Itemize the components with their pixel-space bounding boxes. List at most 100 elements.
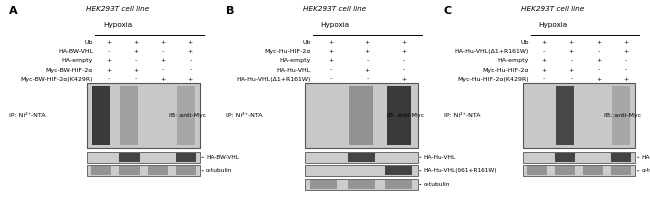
Text: -: - bbox=[625, 58, 627, 64]
Text: -: - bbox=[366, 77, 369, 82]
Text: +: + bbox=[596, 77, 601, 82]
Text: HA-Hu-VHL(Δ1+R161W): HA-Hu-VHL(Δ1+R161W) bbox=[454, 49, 528, 54]
Text: Ub: Ub bbox=[84, 40, 93, 45]
Text: -: - bbox=[597, 49, 600, 54]
Text: -: - bbox=[189, 68, 192, 73]
Text: +: + bbox=[328, 40, 333, 45]
Text: Myc-Hu-HIF-2α: Myc-Hu-HIF-2α bbox=[482, 68, 528, 73]
Text: +: + bbox=[188, 49, 193, 54]
Text: +: + bbox=[623, 40, 629, 45]
Text: -: - bbox=[570, 77, 573, 82]
Text: +: + bbox=[623, 77, 629, 82]
Text: IB: anti-Myc: IB: anti-Myc bbox=[387, 113, 424, 118]
Text: IP: Ni²⁺-NTA: IP: Ni²⁺-NTA bbox=[444, 113, 480, 118]
Bar bbox=[305, 165, 418, 176]
Text: -: - bbox=[330, 77, 332, 82]
Bar bbox=[148, 166, 168, 175]
Bar bbox=[554, 166, 575, 175]
Bar bbox=[523, 165, 636, 176]
Bar bbox=[120, 153, 140, 162]
Bar bbox=[91, 166, 111, 175]
Text: +: + bbox=[401, 77, 406, 82]
Bar bbox=[583, 166, 603, 175]
Text: A: A bbox=[8, 6, 17, 16]
Text: HA-Hu-VHL(δ61+R161W): HA-Hu-VHL(δ61+R161W) bbox=[642, 155, 650, 160]
Text: +: + bbox=[133, 49, 138, 54]
Bar bbox=[523, 152, 636, 163]
Text: +: + bbox=[365, 40, 370, 45]
Text: -: - bbox=[543, 77, 545, 82]
Text: +: + bbox=[328, 58, 333, 64]
Bar bbox=[554, 153, 575, 162]
Text: Myc-Hu-HIF-2α(K429R): Myc-Hu-HIF-2α(K429R) bbox=[457, 77, 528, 82]
Bar bbox=[611, 166, 632, 175]
Text: Hypoxia: Hypoxia bbox=[538, 22, 567, 28]
Bar bbox=[348, 180, 375, 189]
Text: -: - bbox=[402, 58, 405, 64]
Text: α-tubulin: α-tubulin bbox=[424, 182, 450, 187]
Text: -: - bbox=[108, 49, 110, 54]
Text: HA-empty: HA-empty bbox=[62, 58, 93, 64]
Text: +: + bbox=[569, 40, 574, 45]
Bar bbox=[556, 87, 574, 145]
Text: +: + bbox=[106, 58, 111, 64]
Bar bbox=[305, 83, 418, 148]
Text: HEK293T cell line: HEK293T cell line bbox=[521, 6, 584, 12]
Text: Myc-BW-HIF-2α(K429R): Myc-BW-HIF-2α(K429R) bbox=[21, 77, 93, 82]
Text: -: - bbox=[402, 68, 405, 73]
Text: α-tubulin: α-tubulin bbox=[642, 168, 650, 173]
Text: +: + bbox=[569, 49, 574, 54]
Bar bbox=[305, 152, 418, 163]
Text: -: - bbox=[330, 68, 332, 73]
Bar bbox=[176, 166, 196, 175]
Text: -: - bbox=[366, 58, 369, 64]
Text: +: + bbox=[541, 58, 547, 64]
Text: -: - bbox=[162, 49, 164, 54]
Text: -: - bbox=[135, 77, 137, 82]
Text: +: + bbox=[401, 40, 406, 45]
Text: HA-Hu-VHL: HA-Hu-VHL bbox=[277, 68, 311, 73]
Text: +: + bbox=[161, 40, 166, 45]
Text: Hypoxia: Hypoxia bbox=[103, 22, 132, 28]
Text: +: + bbox=[161, 77, 166, 82]
Text: Hypoxia: Hypoxia bbox=[320, 22, 350, 28]
Text: +: + bbox=[623, 49, 629, 54]
Text: -: - bbox=[162, 68, 164, 73]
Text: HA-empty: HA-empty bbox=[280, 58, 311, 64]
Text: +: + bbox=[569, 68, 574, 73]
Bar bbox=[348, 153, 375, 162]
Text: HA-BW-VHL: HA-BW-VHL bbox=[206, 155, 239, 160]
Text: -: - bbox=[189, 58, 192, 64]
Bar bbox=[177, 87, 195, 145]
Bar bbox=[305, 179, 418, 190]
Text: B: B bbox=[226, 6, 235, 16]
Bar bbox=[612, 87, 630, 145]
Text: +: + bbox=[133, 40, 138, 45]
Text: Ub: Ub bbox=[302, 40, 311, 45]
Bar bbox=[349, 87, 373, 145]
Text: +: + bbox=[328, 49, 333, 54]
Bar bbox=[120, 87, 138, 145]
Text: +: + bbox=[188, 77, 193, 82]
Text: +: + bbox=[365, 68, 370, 73]
Text: -: - bbox=[625, 68, 627, 73]
Bar bbox=[523, 83, 636, 148]
Text: HEK293T cell line: HEK293T cell line bbox=[86, 6, 149, 12]
Bar bbox=[92, 87, 111, 145]
Text: +: + bbox=[596, 58, 601, 64]
Text: +: + bbox=[541, 40, 547, 45]
Bar bbox=[176, 153, 196, 162]
Text: IB: anti-Myc: IB: anti-Myc bbox=[169, 113, 206, 118]
Text: +: + bbox=[541, 68, 547, 73]
Text: -: - bbox=[597, 68, 600, 73]
Bar bbox=[387, 87, 411, 145]
Bar bbox=[526, 166, 547, 175]
Text: Myc-BW-HIF-2α: Myc-BW-HIF-2α bbox=[46, 68, 93, 73]
Text: -: - bbox=[108, 77, 110, 82]
Text: C: C bbox=[444, 6, 452, 16]
Text: -: - bbox=[543, 49, 545, 54]
Text: HA-Hu-VHL(δ61+R161W): HA-Hu-VHL(δ61+R161W) bbox=[424, 168, 497, 173]
Text: +: + bbox=[401, 49, 406, 54]
Text: Myc-Hu-HIF-2α: Myc-Hu-HIF-2α bbox=[265, 49, 311, 54]
Text: α-tubulin: α-tubulin bbox=[206, 168, 233, 173]
